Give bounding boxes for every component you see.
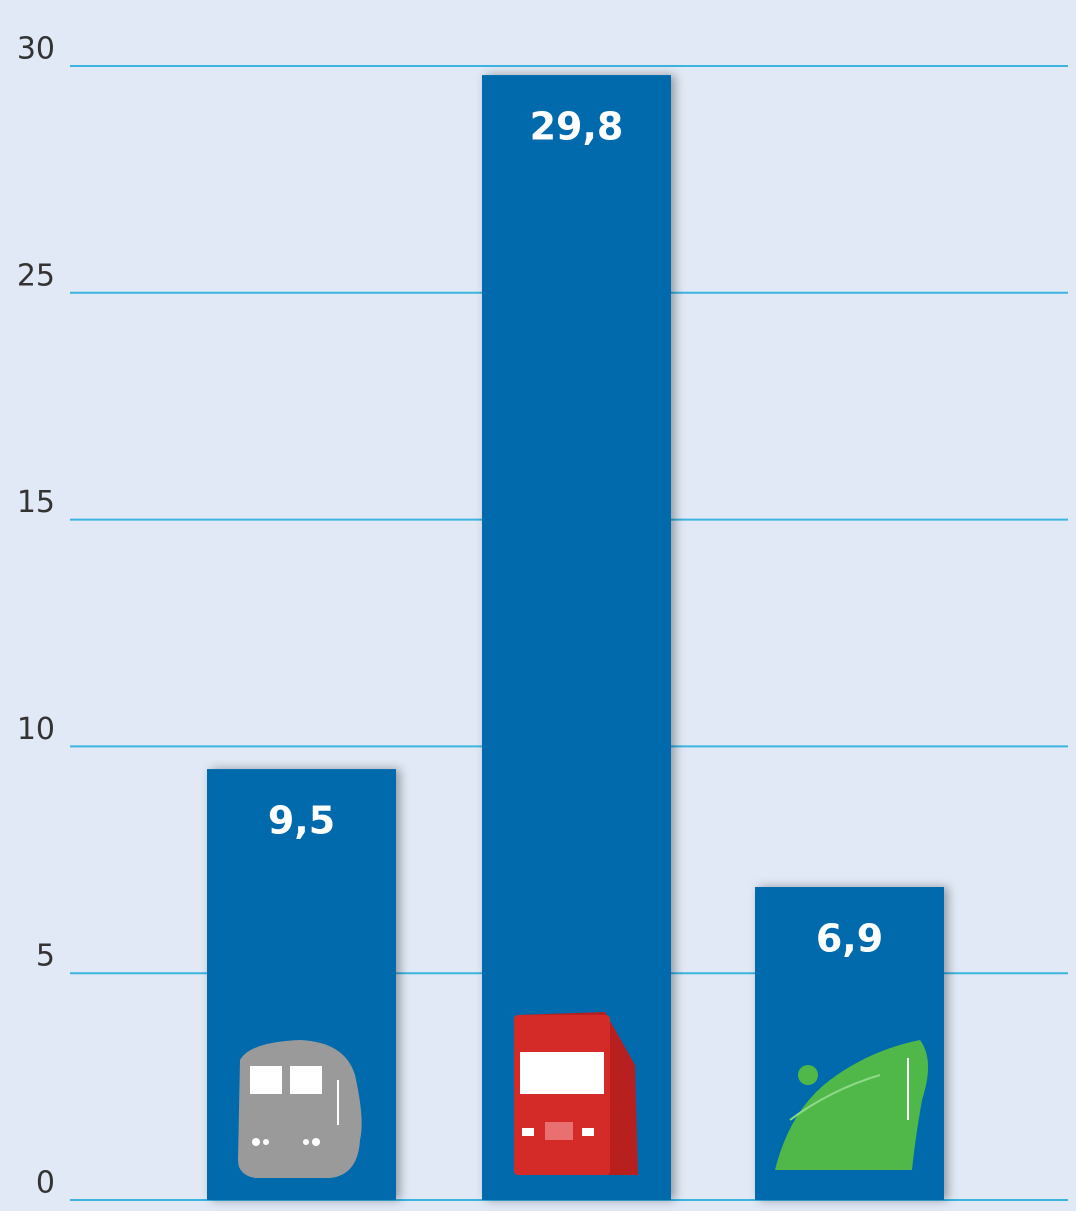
y-tick-label: 25 xyxy=(17,258,55,293)
value-label: 6,9 xyxy=(816,917,883,961)
train-icon xyxy=(238,1040,362,1178)
y-tick-label: 10 xyxy=(17,712,55,747)
icons xyxy=(238,1012,929,1178)
y-tick-label: 0 xyxy=(36,1166,55,1201)
truck-icon xyxy=(514,1012,638,1175)
y-tick-label: 15 xyxy=(17,485,55,520)
value-label: 9,5 xyxy=(268,799,335,843)
y-tick-label: 5 xyxy=(36,939,55,974)
value-label: 29,8 xyxy=(530,105,624,149)
ship-icon xyxy=(775,1040,929,1170)
y-tick-label: 30 xyxy=(17,32,55,67)
bar xyxy=(482,75,671,1200)
